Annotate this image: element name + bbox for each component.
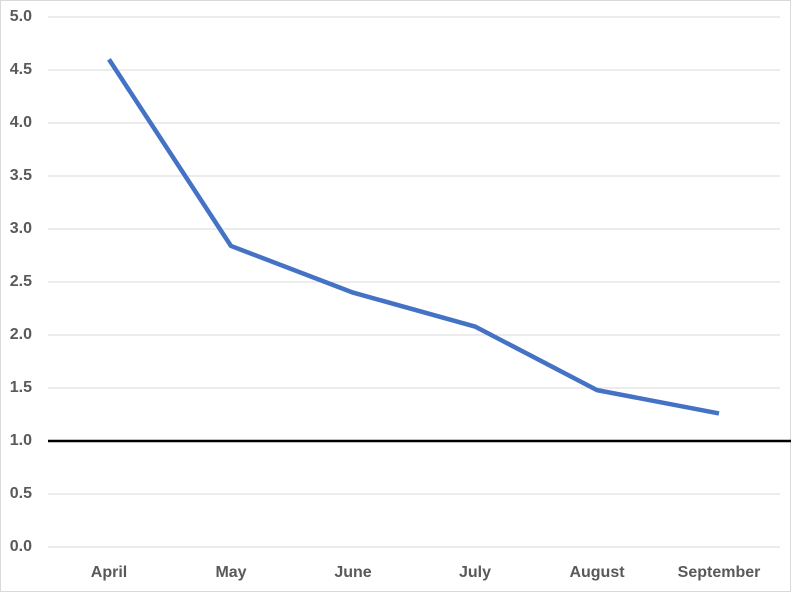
y-tick-label: 0.5 [10,485,32,502]
x-tick-label: August [569,564,625,581]
y-tick-label: 5.0 [10,8,32,25]
y-tick-label: 3.5 [10,167,32,184]
x-tick-label: July [459,564,491,581]
y-tick-label: 4.5 [10,61,32,78]
x-tick-label: June [334,564,371,581]
x-tick-label: April [91,564,127,581]
x-tick-label: September [678,564,761,581]
data-line [107,58,720,416]
y-tick-label: 2.0 [10,326,32,343]
x-tick-label: May [215,564,246,581]
y-tick-label: 0.0 [10,538,32,555]
y-tick-label: 1.0 [10,432,32,449]
y-tick-label: 3.0 [10,220,32,237]
y-tick-label: 1.5 [10,379,32,396]
y-tick-label: 2.5 [10,273,32,290]
y-tick-label: 4.0 [10,114,32,131]
